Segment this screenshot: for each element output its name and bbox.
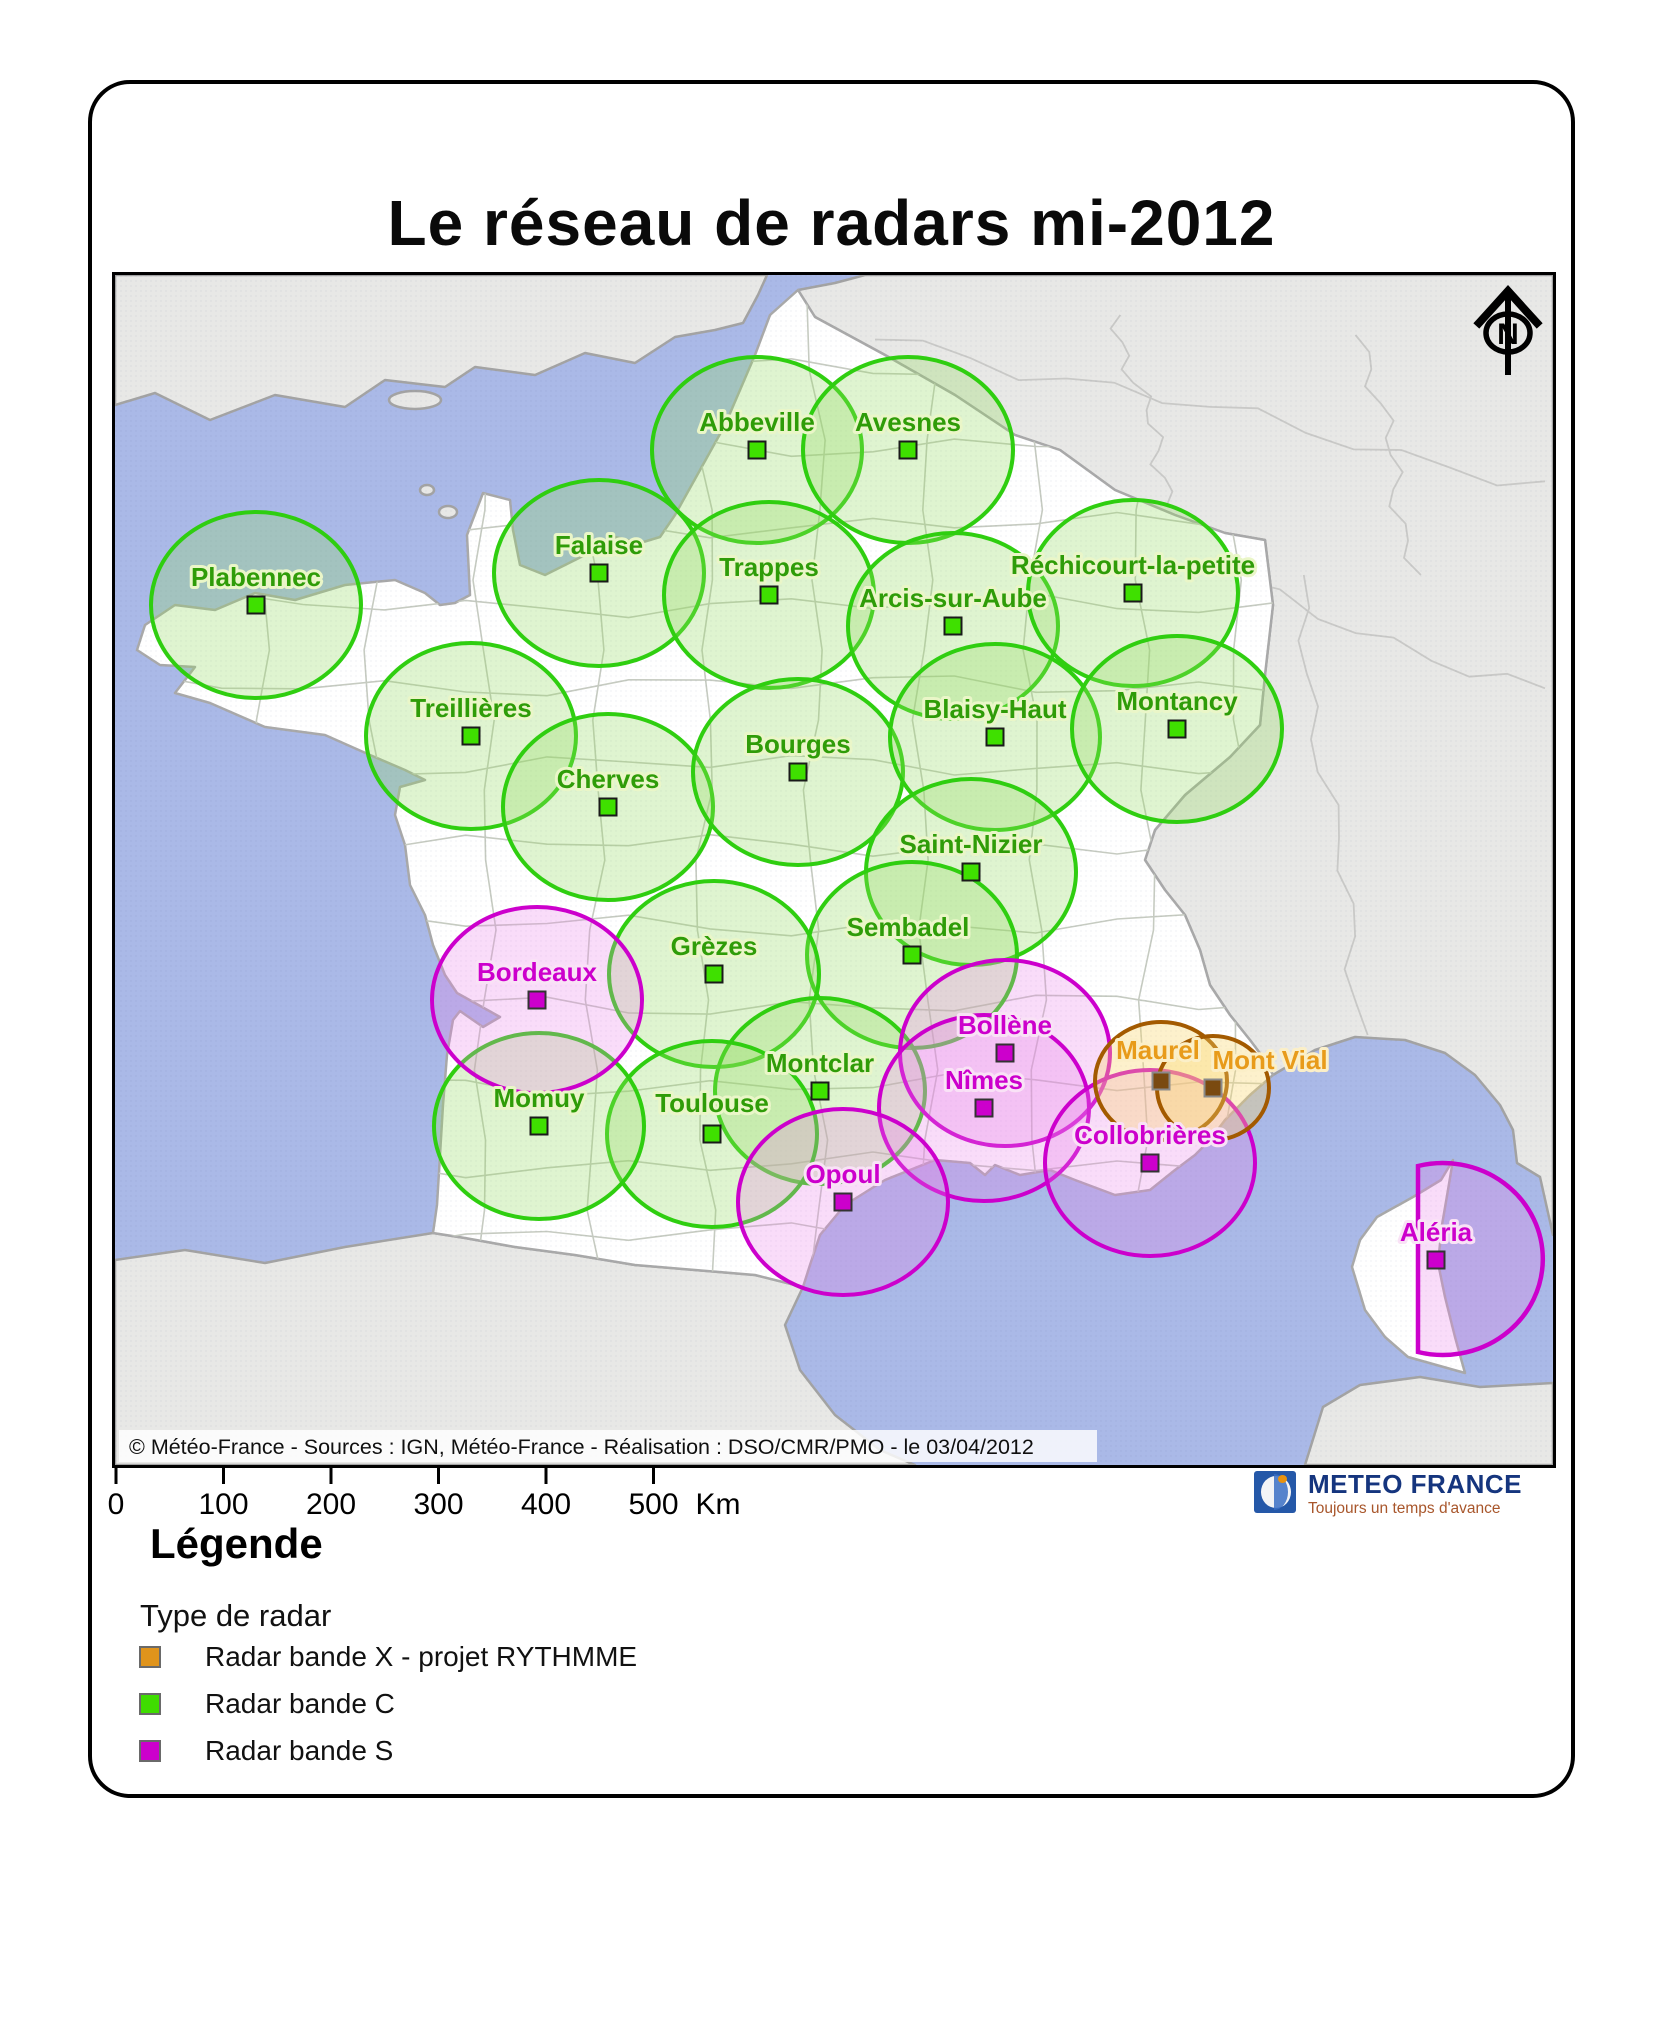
halftone-texture (115, 275, 1553, 1465)
meteo-france-logo: METEO FRANCE Toujours un temps d'avance (1254, 1471, 1522, 1517)
map-canvas: Plabennec Abbeville Avesnes Falaise Trappes A… (113, 273, 1555, 1467)
radar-coverage-S (1415, 1160, 1546, 1358)
scale-tick-label: 0 (108, 1488, 125, 1521)
legend-swatch-X (139, 1645, 161, 1668)
radar-label: Saint-Nizier (899, 829, 1042, 859)
radar-marker (589, 563, 609, 583)
page-title: Le réseau de radars mi-2012 (387, 187, 1276, 259)
radar-marker (747, 440, 767, 460)
radar-marker (1123, 583, 1143, 603)
radar-marker (461, 726, 481, 746)
radar-label: Arcis-sur-Aube (859, 583, 1047, 613)
radar-label: Montancy (1116, 686, 1238, 716)
radar-marker (704, 964, 724, 984)
radar-label: Montclar (766, 1048, 874, 1078)
radar-label: Abbeville (699, 407, 815, 437)
radar-label: Avesnes (855, 407, 961, 437)
radar-marker (788, 762, 808, 782)
radar-label: Collobrières (1074, 1120, 1226, 1150)
radar-marker (246, 595, 266, 615)
radar-marker (974, 1098, 994, 1118)
scale-tick-label: 400 (521, 1488, 571, 1521)
radar-marker (810, 1081, 830, 1101)
legend-heading: Légende (150, 1520, 323, 1567)
radar-label: Bourges (745, 729, 850, 759)
radar-label: Sembadel (847, 912, 970, 942)
legend-items: Radar bande X - projet RYTHMME Radar band… (139, 1633, 637, 1774)
meteo-france-logo-icon (1254, 1471, 1296, 1513)
radar-label: Aléria (1400, 1217, 1473, 1247)
radar-marker (1151, 1071, 1171, 1091)
legend-item-band-S: Radar bande S (139, 1727, 637, 1774)
radar-label: Momuy (494, 1083, 586, 1113)
radar-marker (961, 862, 981, 882)
legend-item-band-X: Radar bande X - projet RYTHMME (139, 1633, 637, 1680)
radar-label: Mont Vial (1212, 1045, 1327, 1075)
radar-label: Bollène (958, 1010, 1052, 1040)
radar-marker (833, 1192, 853, 1212)
radar-marker (759, 585, 779, 605)
scale-tick-label: 200 (306, 1488, 356, 1521)
radar-label: Opoul (805, 1159, 880, 1189)
scale-tick-label: 100 (198, 1488, 248, 1521)
scale-unit-label: Km (696, 1488, 741, 1521)
legend-swatch-C (139, 1692, 161, 1715)
radar-marker (943, 616, 963, 636)
radar-label: Cherves (557, 764, 660, 794)
north-arrow-icon: N (1473, 285, 1543, 375)
copyright-text: © Météo-France - Sources : IGN, Météo-Fr… (129, 1435, 1034, 1459)
scale-tick-label: 500 (628, 1488, 678, 1521)
scale-tick-label: 300 (413, 1488, 463, 1521)
logo-tagline: Toujours un temps d'avance (1308, 1500, 1501, 1517)
radar-marker (898, 440, 918, 460)
logo-name: METEO FRANCE (1308, 1469, 1522, 1499)
radar-marker (527, 990, 547, 1010)
legend-swatch-S (139, 1739, 161, 1762)
legend-label: Radar bande X - projet RYTHMME (205, 1640, 638, 1672)
scale-bar: 0 100 200 300 400 500 Km (108, 1466, 741, 1521)
radar-marker (1426, 1250, 1446, 1270)
radar-label: Réchicourt-la-petite (1011, 550, 1255, 580)
radar-marker (1167, 719, 1187, 739)
copyright-bar: © Météo-France - Sources : IGN, Météo-Fr… (119, 1430, 1097, 1462)
radar-label-layer: Plabennec Abbeville Avesnes Falaise Trappes A… (188, 404, 1476, 1250)
radar-label: Maurel (1116, 1035, 1200, 1065)
radar-marker (1140, 1153, 1160, 1173)
legend-label: Radar bande C (205, 1687, 395, 1719)
radar-marker-layer (246, 440, 1446, 1270)
radar-label: Blaisy-Haut (923, 694, 1066, 724)
radar-label: Falaise (555, 530, 643, 560)
radar-label: Treillières (410, 693, 531, 723)
radar-label: Plabennec (191, 562, 321, 592)
radar-marker (529, 1116, 549, 1136)
radar-marker (598, 797, 618, 817)
north-letter: N (1497, 318, 1519, 351)
radar-marker (902, 945, 922, 965)
radar-label: Nîmes (945, 1065, 1023, 1095)
radar-label: Toulouse (655, 1088, 769, 1118)
legend-item-band-C: Radar bande C (139, 1680, 637, 1727)
radar-label: Bordeaux (477, 957, 597, 987)
france-radar-map: Plabennec Abbeville Avesnes Falaise Trappes A… (112, 272, 1556, 1468)
legend-subheading: Type de radar (140, 1598, 332, 1633)
radar-label: Grèzes (671, 931, 758, 961)
radar-marker (702, 1124, 722, 1144)
radar-marker (985, 727, 1005, 747)
radar-marker (1203, 1078, 1223, 1098)
legend-label: Radar bande S (205, 1734, 394, 1766)
radar-label: Trappes (719, 552, 819, 582)
radar-marker (995, 1043, 1015, 1063)
